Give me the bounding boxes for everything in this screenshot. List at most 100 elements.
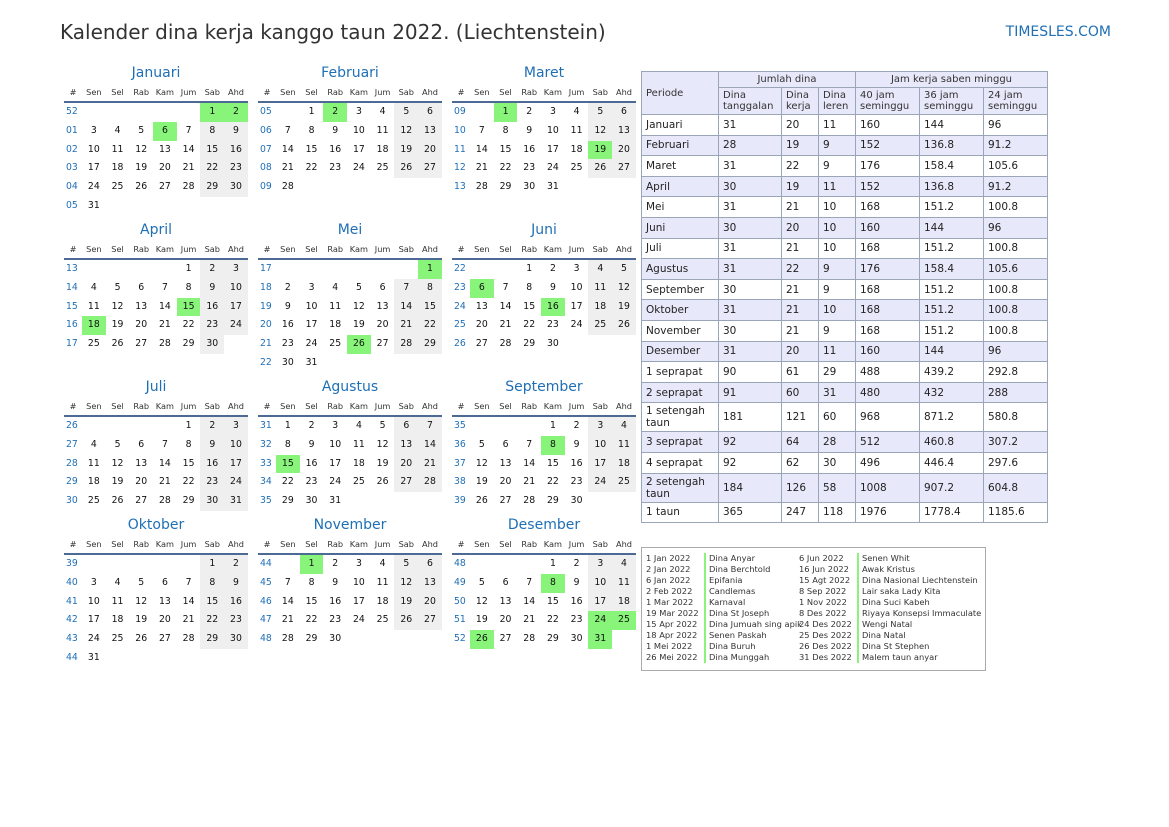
- day-cell[interactable]: 27: [418, 611, 442, 631]
- day-cell[interactable]: 4: [573, 106, 580, 117]
- day-cell[interactable]: 14: [394, 297, 419, 317]
- day-cell[interactable]: 29: [546, 495, 559, 507]
- day-cell[interactable]: 13: [394, 435, 419, 455]
- day-cell[interactable]: 26: [612, 316, 636, 336]
- day-cell[interactable]: 24: [87, 181, 100, 193]
- day-cell[interactable]: 19: [612, 297, 636, 317]
- day-cell[interactable]: 22: [182, 476, 195, 488]
- day-cell[interactable]: 27: [135, 495, 148, 507]
- day-cell[interactable]: 13: [135, 457, 148, 469]
- day-cell[interactable]: 26: [394, 611, 419, 631]
- day-cell[interactable]: 19: [394, 140, 419, 160]
- day-cell[interactable]: 30: [224, 178, 248, 197]
- day-cell[interactable]: 4: [332, 281, 339, 293]
- day-cell[interactable]: 26: [394, 159, 419, 179]
- day-cell[interactable]: 25: [329, 338, 342, 350]
- day-cell[interactable]: 11: [570, 124, 583, 136]
- day-cell[interactable]: 22: [546, 614, 559, 626]
- day-cell[interactable]: 16: [305, 457, 318, 469]
- day-cell[interactable]: 8: [185, 438, 192, 450]
- day-cell[interactable]: 31: [329, 495, 342, 507]
- day-cell[interactable]: 17: [329, 457, 342, 469]
- day-cell[interactable]: 16: [224, 140, 248, 160]
- day-cell[interactable]: 7: [284, 124, 291, 136]
- day-cell[interactable]: 24: [352, 162, 365, 174]
- day-cell[interactable]: 1: [284, 420, 291, 431]
- holiday-day-cell[interactable]: 1: [493, 103, 518, 122]
- day-cell[interactable]: 25: [588, 316, 613, 336]
- day-cell[interactable]: 22: [305, 614, 318, 626]
- day-cell[interactable]: 18: [376, 595, 389, 607]
- day-cell[interactable]: 24: [224, 473, 248, 493]
- day-cell[interactable]: 20: [418, 140, 442, 160]
- day-cell[interactable]: 21: [499, 319, 512, 331]
- day-cell[interactable]: 7: [161, 281, 168, 293]
- day-cell[interactable]: 28: [418, 473, 442, 493]
- day-cell[interactable]: 30: [200, 335, 225, 354]
- day-cell[interactable]: 10: [329, 438, 342, 450]
- day-cell[interactable]: 13: [135, 300, 148, 312]
- day-cell[interactable]: 29: [305, 633, 318, 645]
- day-cell[interactable]: 21: [523, 614, 536, 626]
- day-cell[interactable]: 28: [158, 338, 171, 350]
- day-cell[interactable]: 4: [114, 576, 121, 588]
- day-cell[interactable]: 5: [394, 555, 419, 574]
- day-cell[interactable]: 17: [352, 595, 365, 607]
- day-cell[interactable]: 11: [588, 278, 613, 298]
- day-cell[interactable]: 12: [135, 143, 148, 155]
- day-cell[interactable]: 20: [135, 319, 148, 331]
- day-cell[interactable]: 29: [182, 495, 195, 507]
- day-cell[interactable]: 9: [332, 576, 339, 588]
- day-cell[interactable]: 8: [308, 124, 315, 136]
- day-cell[interactable]: 5: [478, 576, 485, 588]
- day-cell[interactable]: 23: [570, 614, 583, 626]
- holiday-day-cell[interactable]: 15: [176, 297, 201, 317]
- day-cell[interactable]: 20: [135, 476, 148, 488]
- day-cell[interactable]: 8: [200, 573, 225, 593]
- holiday-day-cell[interactable]: 25: [612, 611, 636, 631]
- day-cell[interactable]: 29: [523, 338, 536, 350]
- day-cell[interactable]: 9: [224, 121, 248, 141]
- day-cell[interactable]: 30: [523, 181, 536, 193]
- day-cell[interactable]: 26: [588, 159, 613, 179]
- day-cell[interactable]: 27: [135, 338, 148, 350]
- day-cell[interactable]: 8: [185, 281, 192, 293]
- day-cell[interactable]: 27: [499, 495, 512, 507]
- day-cell[interactable]: 13: [475, 300, 488, 312]
- day-cell[interactable]: 23: [523, 162, 536, 174]
- day-cell[interactable]: 11: [376, 576, 389, 588]
- day-cell[interactable]: 26: [475, 495, 488, 507]
- day-cell[interactable]: 22: [523, 319, 536, 331]
- day-cell[interactable]: 16: [281, 319, 294, 331]
- day-cell[interactable]: 13: [376, 300, 389, 312]
- day-cell[interactable]: 14: [418, 435, 442, 455]
- day-cell[interactable]: 8: [200, 121, 225, 141]
- day-cell[interactable]: 1: [200, 555, 225, 574]
- day-cell[interactable]: 17: [352, 143, 365, 155]
- day-cell[interactable]: 19: [111, 319, 124, 331]
- day-cell[interactable]: 2: [200, 417, 225, 436]
- day-cell[interactable]: 4: [612, 417, 636, 436]
- day-cell[interactable]: 23: [224, 611, 248, 631]
- day-cell[interactable]: 20: [376, 319, 389, 331]
- day-cell[interactable]: 1: [549, 558, 556, 569]
- day-cell[interactable]: 12: [588, 121, 613, 141]
- day-cell[interactable]: 6: [612, 103, 636, 122]
- holiday-day-cell[interactable]: 6: [153, 121, 177, 141]
- day-cell[interactable]: 12: [352, 300, 365, 312]
- day-cell[interactable]: 17: [546, 143, 559, 155]
- day-cell[interactable]: 11: [111, 143, 124, 155]
- day-cell[interactable]: 21: [158, 319, 171, 331]
- day-cell[interactable]: 9: [573, 576, 580, 588]
- day-cell[interactable]: 2: [332, 558, 339, 569]
- holiday-day-cell[interactable]: 31: [588, 630, 613, 649]
- day-cell[interactable]: 26: [135, 633, 148, 645]
- day-cell[interactable]: 2: [549, 263, 556, 274]
- day-cell[interactable]: 3: [224, 417, 248, 436]
- day-cell[interactable]: 27: [158, 633, 171, 645]
- day-cell[interactable]: 16: [570, 457, 583, 469]
- day-cell[interactable]: 24: [305, 338, 318, 350]
- day-cell[interactable]: 15: [523, 300, 536, 312]
- day-cell[interactable]: 10: [224, 435, 248, 455]
- day-cell[interactable]: 12: [394, 573, 419, 593]
